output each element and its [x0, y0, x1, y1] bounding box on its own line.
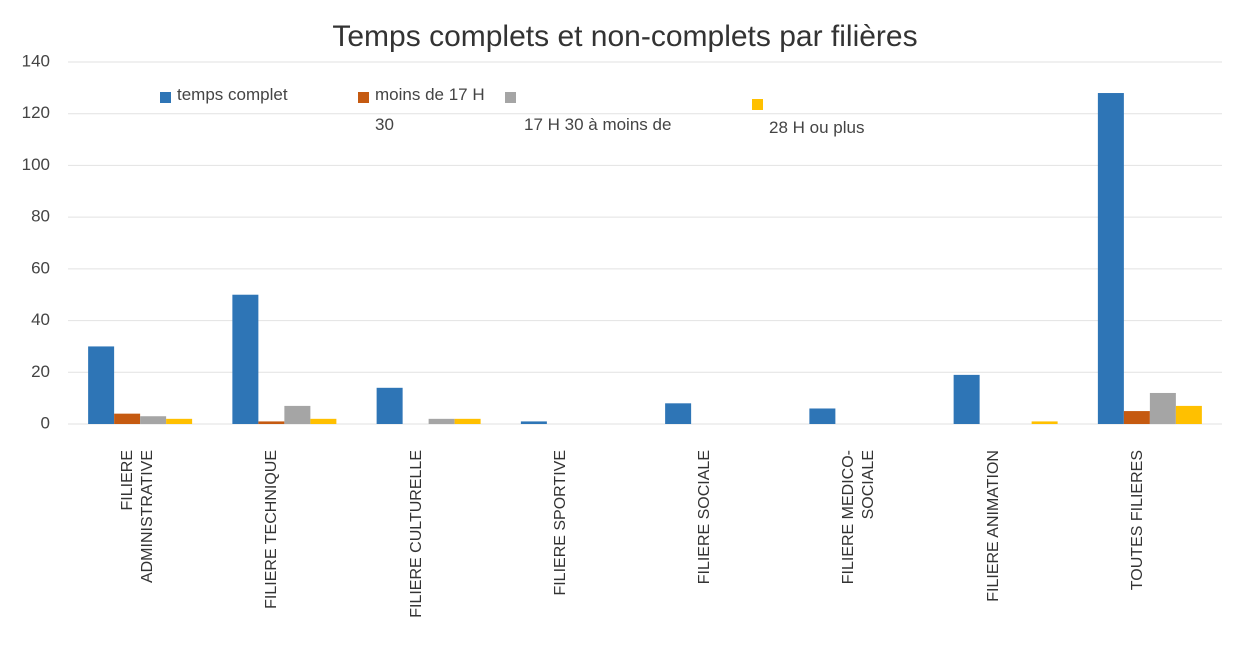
y-tick-label: 120	[22, 103, 50, 122]
bar	[140, 416, 167, 424]
legend-item: moins de 17 H 30	[358, 85, 485, 140]
x-tick-label: FILIERE ADMINISTRATIVE	[119, 450, 157, 584]
bar	[232, 294, 259, 424]
bar	[1123, 411, 1150, 424]
bar	[88, 346, 115, 424]
bar	[114, 413, 141, 424]
chart-title: Temps complets et non-complets par filiè…	[332, 20, 917, 53]
x-tick-label: FILIERE CULTURELLE	[407, 450, 425, 618]
legend-label: temps complet	[177, 85, 288, 104]
bar	[376, 387, 403, 424]
y-tick-label: 80	[31, 207, 50, 226]
legend-label: 28 H ou plus	[769, 118, 865, 137]
x-tick-label: FILIERE MEDICO-SOCIALE	[840, 450, 878, 585]
legend-swatch	[358, 92, 369, 103]
bar	[258, 421, 285, 424]
x-tick-label: FILIERE SOCIALE	[696, 450, 714, 585]
y-tick-label: 100	[22, 155, 50, 174]
x-tick-label: TOUTES FILIERES	[1128, 450, 1146, 591]
x-tick-label: FILIERE TECHNIQUE	[263, 450, 281, 609]
y-tick-label: 140	[22, 51, 50, 70]
bar	[520, 421, 547, 424]
y-tick-label: 60	[31, 258, 50, 277]
bar	[1175, 405, 1202, 424]
y-tick-label: 0	[41, 413, 50, 432]
bar	[428, 418, 455, 424]
x-tick-label: FILIERE ANIMATION	[984, 450, 1002, 602]
bar	[166, 418, 193, 424]
legend-label: 17 H 30 à moins de	[524, 115, 672, 134]
legend-item: 17 H 30 à moins de	[505, 88, 744, 140]
y-tick-label: 20	[31, 362, 50, 381]
bar	[454, 418, 481, 424]
bar	[1097, 93, 1124, 425]
bar	[310, 418, 337, 424]
x-tick-label: FILIERE SPORTIVE	[551, 450, 569, 596]
legend-item: temps complet	[160, 85, 288, 110]
y-tick-label: 40	[31, 310, 50, 329]
bar	[809, 408, 836, 424]
legend-swatch	[160, 92, 171, 103]
bar	[953, 374, 980, 424]
legend-label: moins de 17 H 30	[375, 85, 485, 134]
legend-item: 28 H ou plus	[752, 95, 929, 143]
bar	[284, 405, 311, 424]
legend-swatch	[505, 92, 516, 103]
legend-swatch	[752, 99, 763, 110]
bar	[1031, 421, 1058, 424]
bar	[665, 403, 692, 424]
bar	[1149, 392, 1176, 424]
